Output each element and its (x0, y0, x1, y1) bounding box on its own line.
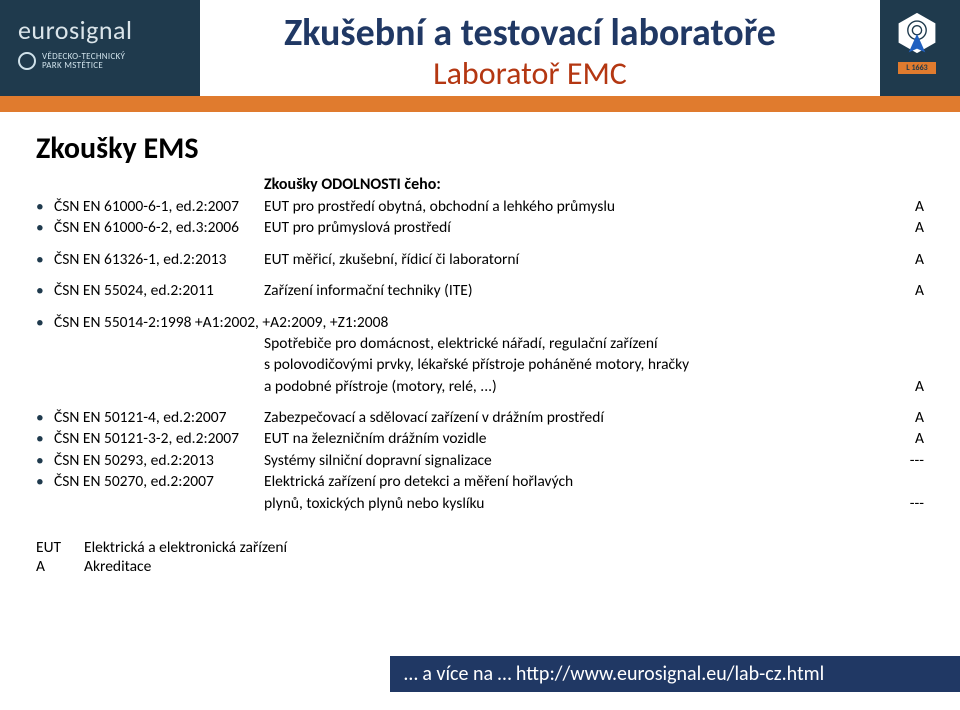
brand-block: eurosignal VĚDECKO-TECHNICKÝ PARK MSTĚTI… (18, 14, 132, 70)
standard-desc: Systémy silniční dopravní signalizace (264, 450, 902, 471)
section-heading: Zkoušky EMS (36, 130, 924, 167)
standard-desc: Zařízení informační techniky (ITE) (264, 280, 902, 301)
accredit-flag: A (902, 407, 924, 428)
standard-desc: s polovodičovými prvky, lékařské přístro… (264, 354, 902, 375)
accreditation-icon (894, 10, 940, 56)
footer-text: … a více na … http://www.eurosignal.eu/l… (404, 662, 824, 686)
bullet-icon: • (36, 407, 54, 428)
standard-row: •ČSN EN 61000-6-1, ed.2:2007EUT pro pros… (36, 196, 924, 217)
accredit-flag: --- (902, 450, 924, 471)
standard-row: •ČSN EN 50293, ed.2:2013Systémy silniční… (36, 450, 924, 471)
standard-desc: Elektrická zařízení pro detekci a měření… (264, 471, 902, 492)
legend: EUT Elektrická a elektronická zařízení A… (36, 538, 924, 576)
accreditation-badge: L 1663 (888, 10, 946, 75)
standard-row: •ČSN EN 55024, ed.2:2011Zařízení informa… (36, 280, 924, 301)
brand-name: eurosignal (18, 14, 132, 46)
accredit-flag: A (902, 280, 924, 301)
park-line2: PARK MSTĚTICE (42, 61, 125, 70)
standards-list: •ČSN EN 61000-6-1, ed.2:2007EUT pro pros… (36, 196, 924, 514)
accredit-flag: --- (902, 493, 924, 514)
standard-desc: EUT měřicí, zkušební, řídicí či laborato… (264, 249, 902, 270)
legend-key: EUT (36, 538, 84, 557)
legend-row: A Akreditace (36, 557, 924, 576)
standard-row: Spotřebiče pro domácnost, elektrické nář… (36, 333, 924, 354)
bullet-icon: • (36, 450, 54, 471)
accredit-flag: A (902, 428, 924, 449)
standard-row: s polovodičovými prvky, lékařské přístro… (36, 354, 924, 375)
bullet-icon: • (36, 428, 54, 449)
footer-link-bar[interactable]: … a více na … http://www.eurosignal.eu/l… (390, 656, 960, 692)
page-title: Zkušební a testovací laboratoře (200, 10, 860, 56)
accredit-flag: A (902, 217, 924, 238)
standard-row: •ČSN EN 50121-4, ed.2:2007Zabezpečovací … (36, 407, 924, 428)
standard-code: ČSN EN 61000-6-2, ed.3:2006 (54, 217, 264, 238)
standard-code: ČSN EN 50121-4, ed.2:2007 (54, 407, 264, 428)
standard-row: a podobné přístroje (motory, relé, ...)A (36, 376, 924, 397)
standard-row: •ČSN EN 61000-6-2, ed.3:2006EUT pro prům… (36, 217, 924, 238)
orange-divider (0, 96, 960, 112)
standard-code: ČSN EN 55014-2:1998 +A1:2002, +A2:2009, … (54, 312, 924, 333)
standard-row: •ČSN EN 50270, ed.2:2007Elektrická zaříz… (36, 471, 924, 492)
standard-row: •ČSN EN 50121-3-2, ed.2:2007EUT na želez… (36, 428, 924, 449)
standard-row: plynů, toxických plynů nebo kyslíku--- (36, 493, 924, 514)
bullet-icon: • (36, 280, 54, 301)
legend-row: EUT Elektrická a elektronická zařízení (36, 538, 924, 557)
standard-code: ČSN EN 50293, ed.2:2013 (54, 450, 264, 471)
accreditation-number: L 1663 (897, 61, 937, 75)
standard-desc: EUT na železničním drážním vozidle (264, 428, 902, 449)
standard-desc: a podobné přístroje (motory, relé, ...) (264, 376, 902, 397)
bullet-icon: • (36, 471, 54, 492)
page-subtitle: Laboratoř EMC (200, 54, 860, 93)
accredit-flag: A (902, 196, 924, 217)
standard-code: ČSN EN 61000-6-1, ed.2:2007 (54, 196, 264, 217)
standard-code: ČSN EN 50270, ed.2:2007 (54, 471, 264, 492)
gear-icon (18, 52, 36, 70)
bullet-icon: • (36, 249, 54, 270)
standard-row: •ČSN EN 61326-1, ed.2:2013EUT měřicí, zk… (36, 249, 924, 270)
content-area: Zkoušky EMS Zkoušky ODOLNOSTI čeho: •ČSN… (36, 130, 924, 576)
bullet-icon: • (36, 196, 54, 217)
standard-desc: EUT pro průmyslová prostředí (264, 217, 902, 238)
page-title-block: Zkušební a testovací laboratoře Laborato… (200, 10, 860, 93)
standard-desc: plynů, toxických plynů nebo kyslíku (264, 493, 902, 514)
brand-sub: VĚDECKO-TECHNICKÝ PARK MSTĚTICE (18, 52, 132, 70)
standard-code: ČSN EN 55024, ed.2:2011 (54, 280, 264, 301)
bullet-icon: • (36, 312, 54, 333)
accredit-flag: A (902, 249, 924, 270)
legend-val: Akreditace (84, 557, 151, 576)
bullet-icon: • (36, 217, 54, 238)
standard-code: ČSN EN 50121-3-2, ed.2:2007 (54, 428, 264, 449)
standard-code: ČSN EN 61326-1, ed.2:2013 (54, 249, 264, 270)
legend-key: A (36, 557, 84, 576)
standard-desc: Spotřebiče pro domácnost, elektrické nář… (264, 333, 902, 354)
standard-desc: EUT pro prostředí obytná, obchodní a leh… (264, 196, 902, 217)
sub-heading: Zkoušky ODOLNOSTI čeho: (264, 175, 924, 194)
standard-row: •ČSN EN 55014-2:1998 +A1:2002, +A2:2009,… (36, 312, 924, 333)
legend-val: Elektrická a elektronická zařízení (84, 538, 287, 557)
accredit-flag: A (902, 376, 924, 397)
standard-desc: Zabezpečovací a sdělovací zařízení v drá… (264, 407, 902, 428)
